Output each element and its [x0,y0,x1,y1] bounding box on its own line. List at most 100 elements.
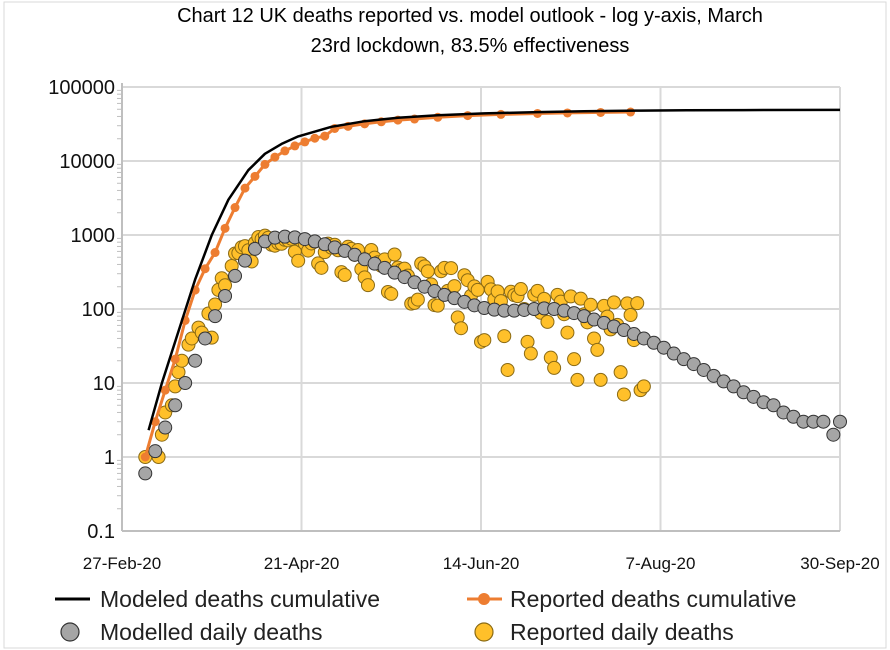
reported-daily-point [623,307,638,322]
reported-daily-point [444,261,459,276]
reported-daily-point [430,298,445,313]
reported-daily-point [560,325,575,340]
reported-daily-point [540,314,555,329]
legend-item-modeled-cumulative[interactable]: Modeled deaths cumulative [55,586,380,612]
reported-cumulative-point [160,385,170,395]
reported-daily-point [636,379,651,394]
reported-daily-point [384,286,399,301]
x-axis-tick-labels: 27-Feb-20 21-Apr-20 14-Jun-20 7-Aug-20 3… [83,554,880,573]
modelled-daily-point [168,398,183,413]
reported-cumulative-point [320,131,330,141]
reported-daily-point [583,297,598,312]
reported-cumulative-point [596,107,606,117]
reported-daily-point [513,282,528,297]
modelled-daily-point [148,444,163,459]
modelled-daily-point [228,268,243,283]
reported-cumulative-point [270,152,280,162]
legend-marker-gray [60,622,80,642]
x-tick-label: 14-Jun-20 [443,554,520,573]
reported-daily-point [477,333,492,348]
reported-daily-point [387,247,402,262]
reported-cumulative-point [290,141,300,151]
reported-daily-point [590,342,605,357]
reported-cumulative-point [170,354,180,364]
reported-cumulative-point [240,183,250,193]
reported-daily-point [547,360,562,375]
reported-cumulative-point [280,146,290,156]
legend: Modeled deaths cumulative Reported death… [55,586,796,645]
reported-daily-point [616,387,631,402]
axes [117,83,840,532]
reported-cumulative-point [463,111,473,121]
reported-cumulative-point [496,109,506,119]
y-tick-label: 10000 [59,151,115,173]
gridlines [122,86,841,531]
modelled-daily-point [826,427,841,442]
chart-title-line-2: 23rd lockdown, 83.5% effectiveness [311,35,630,57]
reported-daily-point [587,331,602,346]
reported-cumulative-point [310,133,320,143]
reported-cumulative-point [210,248,220,258]
modelled-daily-point [816,414,831,429]
legend-marker-yellow [474,622,494,642]
reported-cumulative-point [533,108,543,118]
chart-frame [3,1,887,649]
reported-daily-point [523,346,538,361]
legend-item-modelled-daily[interactable]: Modelled daily deaths [60,619,322,645]
reported-daily-point [593,372,608,387]
legend-label: Reported deaths cumulative [510,586,796,612]
y-tick-label: 1 [104,447,115,469]
plot-area [138,107,847,481]
modelled-daily-point [247,241,262,256]
legend-item-reported-daily[interactable]: Reported daily deaths [474,619,734,645]
reported-daily-point [573,291,588,306]
reported-daily-point [410,292,425,307]
x-tick-label: 30-Sep-20 [800,554,879,573]
modelled-daily-point [138,466,153,481]
modelled-daily-point [208,309,223,324]
modelled-daily-point [833,414,847,429]
reported-daily-point [613,365,628,380]
chart-title-line-1: Chart 12 UK deaths reported vs. model ou… [177,5,763,27]
series-modelled-daily [138,229,847,481]
reported-cumulative-point [250,171,260,181]
modeled-cumulative-line [147,108,841,431]
y-tick-label: 0.1 [87,521,115,543]
reported-cumulative-point [220,223,230,233]
legend-label: Reported daily deaths [510,619,734,645]
series-reported-cumulative [140,107,636,462]
reported-daily-point [314,260,329,275]
modelled-daily-point [188,353,203,368]
reported-daily-point [520,334,535,349]
reported-cumulative-point [140,452,150,462]
legend-label: Modelled daily deaths [100,619,322,645]
reported-daily-point [497,329,512,344]
x-tick-label: 27-Feb-20 [83,554,161,573]
legend-item-reported-cumulative[interactable]: Reported deaths cumulative [467,586,796,612]
reported-daily-point [606,295,621,310]
reported-daily-point [500,362,515,377]
reported-daily-point [567,352,582,367]
y-tick-label: 100000 [48,77,115,99]
x-tick-label: 21-Apr-20 [264,554,340,573]
reported-daily-point [630,296,645,311]
modelled-daily-point [237,253,252,268]
modelled-daily-point [178,376,193,390]
reported-daily-point [360,278,375,293]
modelled-daily-point [218,288,233,303]
reported-daily-point [454,321,469,336]
reported-daily-point [337,268,352,283]
modelled-daily-point [766,398,781,413]
legend-label: Modeled deaths cumulative [100,586,380,612]
x-tick-label: 7-Aug-20 [626,554,696,573]
y-tick-label: 100 [82,299,115,321]
reported-daily-point [420,264,435,279]
reported-cumulative-point [150,417,160,427]
y-axis-tick-labels: 0.1 1 10 100 1000 10000 100000 [48,77,115,543]
series-reported-daily [138,228,651,464]
reported-cumulative-point [626,107,636,117]
reported-cumulative-point [300,137,310,147]
legend-marker-orange [478,593,490,605]
reported-daily-point [570,372,585,387]
